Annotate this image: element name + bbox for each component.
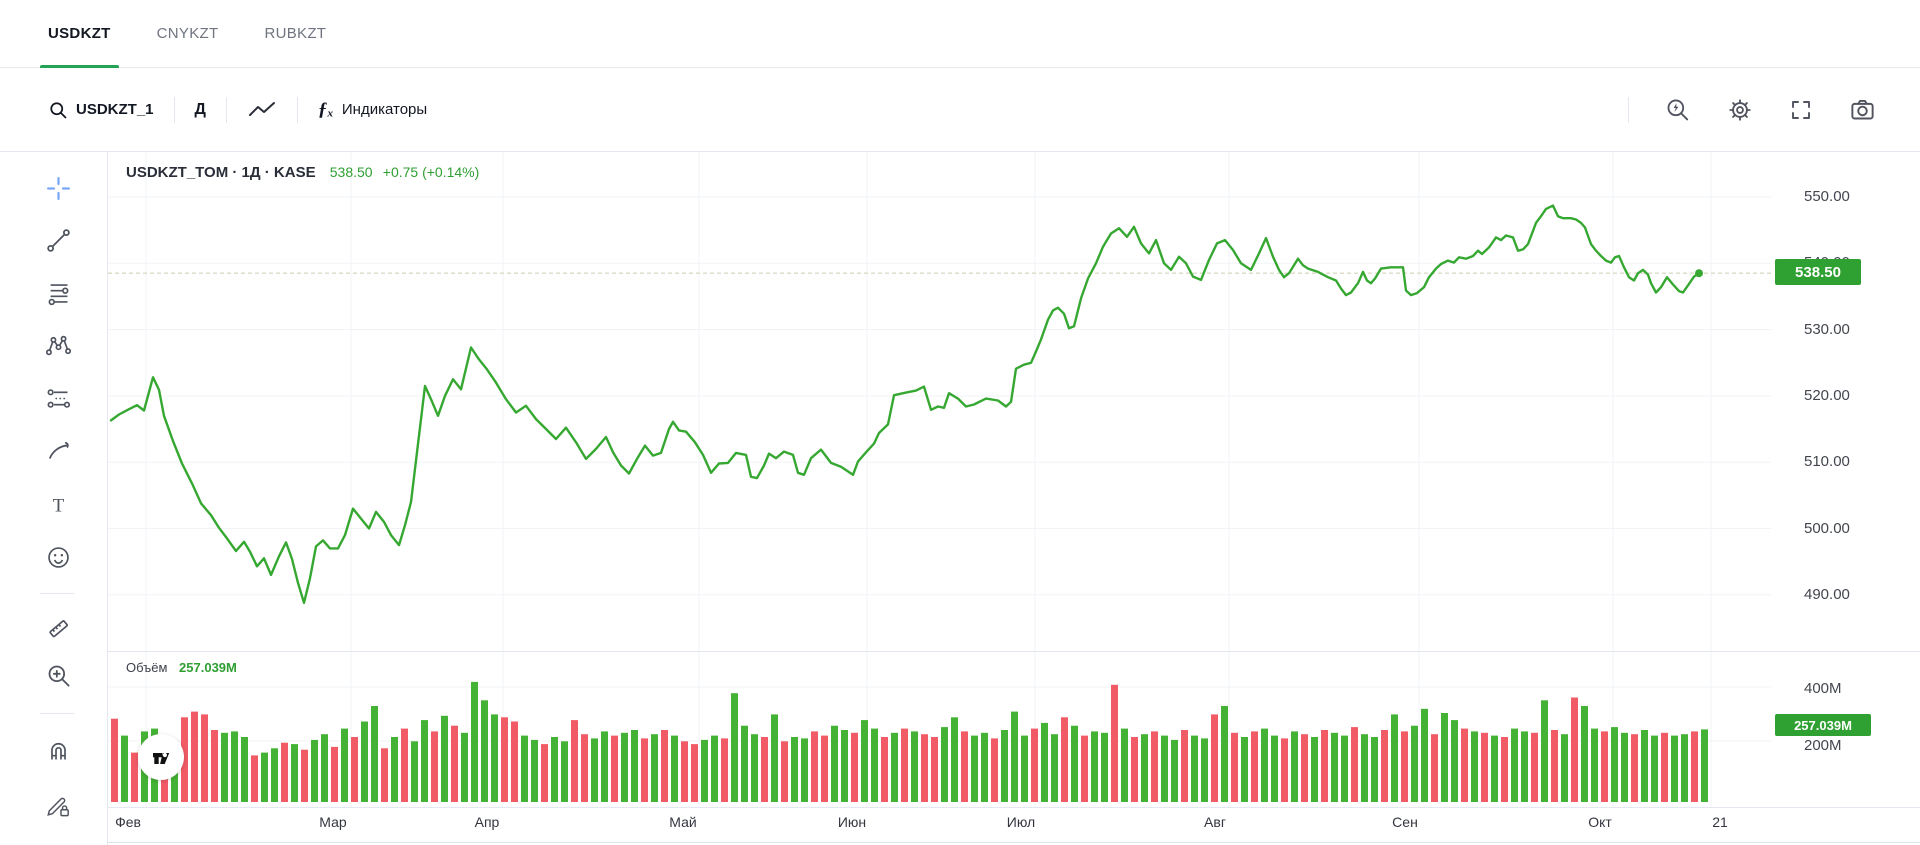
- drawing-toolbar: T: [0, 152, 107, 845]
- symbol-search-button[interactable]: USDKZT_1: [48, 100, 154, 120]
- tradingview-logo-icon: [153, 752, 170, 764]
- chart-toolbar: USDKZT_1 Д ƒₓ Индикаторы: [0, 68, 1920, 152]
- toolbar-divider: [173, 96, 175, 123]
- current-volume-badge: 257.039M: [1775, 714, 1871, 736]
- fib-retracement-icon: [48, 283, 68, 305]
- tab-rubkzt[interactable]: RUBKZT: [264, 0, 326, 67]
- toolbar-divider: [296, 96, 298, 123]
- tool-fib-retracement[interactable]: [36, 271, 80, 315]
- tab-cnykzt[interactable]: CNYKZT: [157, 0, 219, 67]
- text-icon: T: [52, 495, 64, 516]
- time-tick-label: Июл: [1006, 814, 1036, 830]
- bottom-border: [108, 842, 1920, 843]
- time-tick-label: Окт: [1588, 814, 1612, 830]
- emoji-icon: [47, 546, 69, 568]
- time-axis-separator: [108, 807, 1920, 808]
- zoom-in-icon: [48, 665, 70, 687]
- legend-price: 538.50: [329, 164, 373, 180]
- tool-xabcd-pattern[interactable]: [36, 323, 80, 367]
- crosshair-icon: [46, 176, 70, 200]
- volume-legend-value: 257.039M: [179, 660, 237, 675]
- tab-usdkzt[interactable]: USDKZT: [40, 0, 119, 68]
- volume-tick-label: 200M: [1804, 736, 1842, 754]
- tab-cnykzt-label: CNYKZT: [156, 25, 219, 42]
- volume-tick-label: 400M: [1804, 680, 1842, 697]
- quick-search-button[interactable]: [1665, 97, 1691, 123]
- toolbar-divider: [1628, 96, 1629, 123]
- svg-text:T: T: [52, 495, 64, 516]
- time-tick-label: Авг: [1204, 814, 1226, 830]
- tab-usdkzt-label: USDKZT: [48, 25, 111, 42]
- time-tick-label: Мар: [319, 814, 347, 830]
- pane-separator[interactable]: [108, 651, 1920, 652]
- chart-area[interactable]: USDKZT_TOM · 1Д · KASE 538.50 +0.75 (+0.…: [107, 152, 1920, 845]
- toolbar-right-group: [1628, 96, 1876, 123]
- indicators-label: Индикаторы: [341, 101, 428, 118]
- chart-main: T: [0, 152, 1920, 845]
- fullscreen-button[interactable]: [1789, 98, 1813, 122]
- indicators-button[interactable]: ƒₓ Индикаторы: [318, 99, 427, 121]
- tool-crosshair[interactable]: [36, 166, 80, 210]
- volume-legend-label[interactable]: Объём: [126, 660, 168, 675]
- price-tick-label: 490.00: [1804, 585, 1850, 603]
- price-tick-label: 550.00: [1804, 188, 1850, 205]
- snapshot-button[interactable]: [1849, 96, 1876, 123]
- trend-line-icon: [46, 228, 70, 252]
- price-tick-label: 510.00: [1804, 453, 1850, 471]
- time-tick-label: Фев: [115, 814, 141, 830]
- tool-measure[interactable]: [36, 606, 80, 650]
- ruler-icon: [48, 619, 68, 637]
- camera-icon: [1851, 99, 1874, 120]
- tool-zoom-in[interactable]: [36, 653, 80, 697]
- tool-magnet[interactable]: [36, 728, 80, 772]
- tool-brush[interactable]: [36, 428, 80, 472]
- volume-pane[interactable]: [108, 651, 1771, 807]
- price-pane[interactable]: [108, 152, 1771, 651]
- tab-rubkzt-label: RUBKZT: [264, 25, 327, 42]
- price-tick-label: 500.00: [1804, 519, 1850, 537]
- pencil-lock-icon: [46, 797, 69, 816]
- time-tick-label: Апр: [474, 814, 500, 830]
- tool-emoji[interactable]: [36, 535, 80, 579]
- interval-button[interactable]: Д: [195, 101, 206, 119]
- tool-text[interactable]: T: [36, 483, 80, 527]
- last-price-badge: 538.50: [1775, 259, 1861, 285]
- price-tick-label: 530.00: [1804, 320, 1850, 338]
- tool-projection[interactable]: [36, 376, 80, 420]
- volume-legend[interactable]: Объём 257.039M: [126, 660, 237, 675]
- brush-icon: [48, 441, 69, 459]
- symbol-tabs: USDKZT CNYKZT RUBKZT: [0, 0, 1920, 68]
- tool-trend-line[interactable]: [36, 218, 80, 262]
- xabcd-pattern-icon: [45, 335, 71, 355]
- settings-button[interactable]: [1727, 97, 1753, 123]
- tradingview-logo[interactable]: [138, 734, 184, 780]
- time-tick-label: Сен: [1392, 814, 1418, 830]
- price-tick-label: 520.00: [1804, 386, 1850, 404]
- magnet-icon: [50, 742, 66, 759]
- search-icon: [50, 101, 67, 118]
- gear-icon: [1729, 98, 1751, 121]
- toolbar-divider: [225, 96, 227, 123]
- time-tick-label: Май: [669, 814, 697, 830]
- sidebar-divider: [40, 713, 74, 714]
- chart-legend[interactable]: USDKZT_TOM · 1Д · KASE 538.50 +0.75 (+0.…: [126, 164, 479, 181]
- chart-style-button[interactable]: [247, 100, 277, 120]
- time-tick-label: Июн: [837, 814, 867, 830]
- symbol-search-value: USDKZT_1: [76, 101, 154, 118]
- fullscreen-icon: [1792, 100, 1810, 119]
- fx-icon: ƒₓ: [317, 98, 334, 120]
- quick-search-icon: [1667, 99, 1689, 120]
- tool-lock-drawings[interactable]: [36, 783, 80, 827]
- legend-symbol[interactable]: USDKZT_TOM · 1Д · KASE: [126, 164, 316, 181]
- interval-value: Д: [194, 100, 206, 118]
- projection-icon: [47, 388, 70, 408]
- time-tick-label: 21: [1712, 814, 1728, 830]
- line-chart-style-icon: [248, 101, 275, 116]
- legend-change: +0.75 (+0.14%): [382, 164, 480, 180]
- sidebar-divider: [40, 593, 74, 594]
